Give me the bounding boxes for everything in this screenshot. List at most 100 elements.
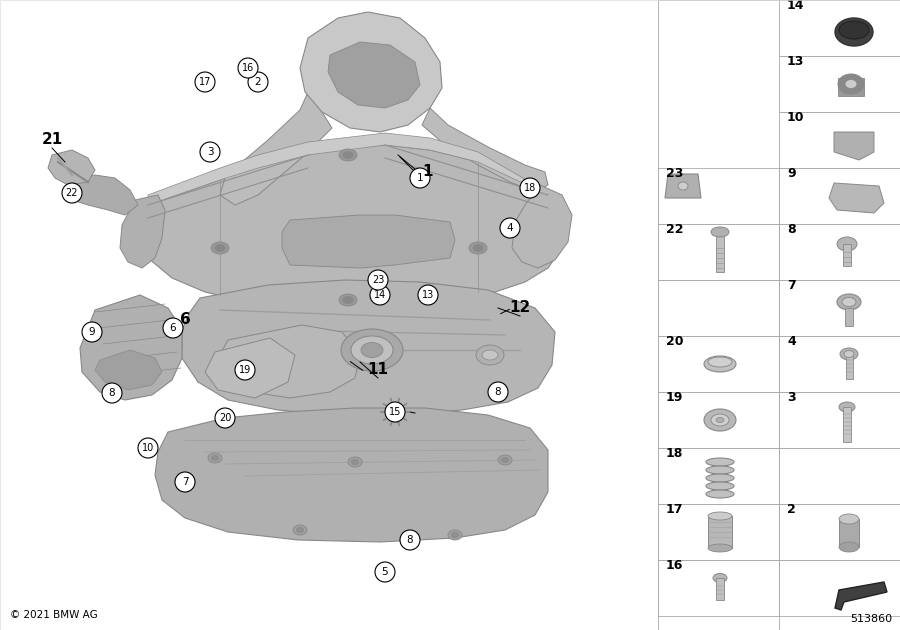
Ellipse shape <box>224 350 246 365</box>
Circle shape <box>375 562 395 582</box>
Ellipse shape <box>208 453 222 463</box>
Ellipse shape <box>448 530 462 540</box>
Bar <box>843 244 851 266</box>
Polygon shape <box>155 408 548 542</box>
Circle shape <box>248 72 268 92</box>
Text: 8: 8 <box>109 388 115 398</box>
Polygon shape <box>834 132 874 160</box>
Bar <box>779 112 900 168</box>
Bar <box>779 448 900 504</box>
Ellipse shape <box>339 149 357 161</box>
Ellipse shape <box>840 348 858 360</box>
Text: 1: 1 <box>417 173 423 183</box>
Bar <box>658 560 779 616</box>
Ellipse shape <box>482 350 498 360</box>
Text: 21: 21 <box>41 132 63 147</box>
Bar <box>658 392 779 448</box>
Polygon shape <box>422 108 548 192</box>
Ellipse shape <box>473 244 483 251</box>
Polygon shape <box>512 185 572 268</box>
Circle shape <box>138 438 158 458</box>
Circle shape <box>235 360 255 380</box>
Text: 4: 4 <box>787 335 796 348</box>
Bar <box>658 224 779 280</box>
Bar <box>658 0 900 630</box>
Bar <box>779 392 900 448</box>
Text: 23: 23 <box>666 167 683 180</box>
Circle shape <box>385 402 405 422</box>
Circle shape <box>500 218 520 238</box>
Circle shape <box>238 58 258 78</box>
Circle shape <box>195 72 215 92</box>
Bar <box>845 308 853 326</box>
Text: 19: 19 <box>666 391 683 404</box>
Bar <box>658 168 779 224</box>
Text: 7: 7 <box>182 477 188 487</box>
Circle shape <box>418 285 438 305</box>
Ellipse shape <box>678 182 688 190</box>
Bar <box>843 407 851 442</box>
Ellipse shape <box>708 512 732 520</box>
Text: 20: 20 <box>219 413 231 423</box>
Text: 13: 13 <box>422 290 434 300</box>
Circle shape <box>370 285 390 305</box>
Polygon shape <box>182 280 555 415</box>
Text: 22: 22 <box>666 223 683 236</box>
Polygon shape <box>120 195 165 268</box>
Ellipse shape <box>343 151 353 159</box>
Circle shape <box>175 472 195 492</box>
Polygon shape <box>300 12 442 132</box>
Text: 1: 1 <box>423 164 433 180</box>
Text: 15: 15 <box>389 407 401 417</box>
Text: 23: 23 <box>372 275 384 285</box>
Ellipse shape <box>352 459 358 464</box>
Text: 12: 12 <box>509 301 531 316</box>
Ellipse shape <box>501 457 508 462</box>
Ellipse shape <box>498 455 512 465</box>
Ellipse shape <box>389 408 401 416</box>
Text: 20: 20 <box>666 335 683 348</box>
Polygon shape <box>835 582 887 610</box>
Polygon shape <box>218 325 360 398</box>
Bar <box>779 56 900 112</box>
Text: 7: 7 <box>787 279 796 292</box>
Polygon shape <box>829 183 884 213</box>
Bar <box>708 516 732 548</box>
Circle shape <box>410 168 430 188</box>
Text: 8: 8 <box>407 535 413 545</box>
Text: 10: 10 <box>787 111 805 124</box>
Text: 9: 9 <box>787 167 796 180</box>
Ellipse shape <box>713 573 727 583</box>
Circle shape <box>163 318 183 338</box>
Polygon shape <box>148 133 548 205</box>
Bar <box>846 354 853 379</box>
Text: 8: 8 <box>495 387 501 397</box>
Polygon shape <box>665 174 701 198</box>
Text: 2: 2 <box>787 503 796 516</box>
Bar <box>658 448 779 504</box>
Text: 14: 14 <box>374 290 386 300</box>
Circle shape <box>400 530 420 550</box>
Bar <box>716 232 724 272</box>
Text: 6: 6 <box>170 323 176 333</box>
Ellipse shape <box>476 345 504 365</box>
Ellipse shape <box>839 21 869 39</box>
Circle shape <box>102 383 122 403</box>
Bar <box>779 336 900 392</box>
Text: 18: 18 <box>524 183 536 193</box>
Polygon shape <box>138 145 565 310</box>
Text: 11: 11 <box>367 362 389 377</box>
Circle shape <box>520 178 540 198</box>
Text: 17: 17 <box>666 503 683 516</box>
Ellipse shape <box>296 527 303 532</box>
Ellipse shape <box>704 409 736 431</box>
Text: 3: 3 <box>787 391 796 404</box>
Ellipse shape <box>845 79 857 88</box>
Text: 17: 17 <box>199 77 212 87</box>
Ellipse shape <box>837 237 857 251</box>
Text: © 2021 BMW AG: © 2021 BMW AG <box>10 610 98 620</box>
Bar <box>658 336 779 392</box>
Ellipse shape <box>215 244 225 251</box>
Text: 6: 6 <box>180 312 191 328</box>
Ellipse shape <box>837 294 861 310</box>
